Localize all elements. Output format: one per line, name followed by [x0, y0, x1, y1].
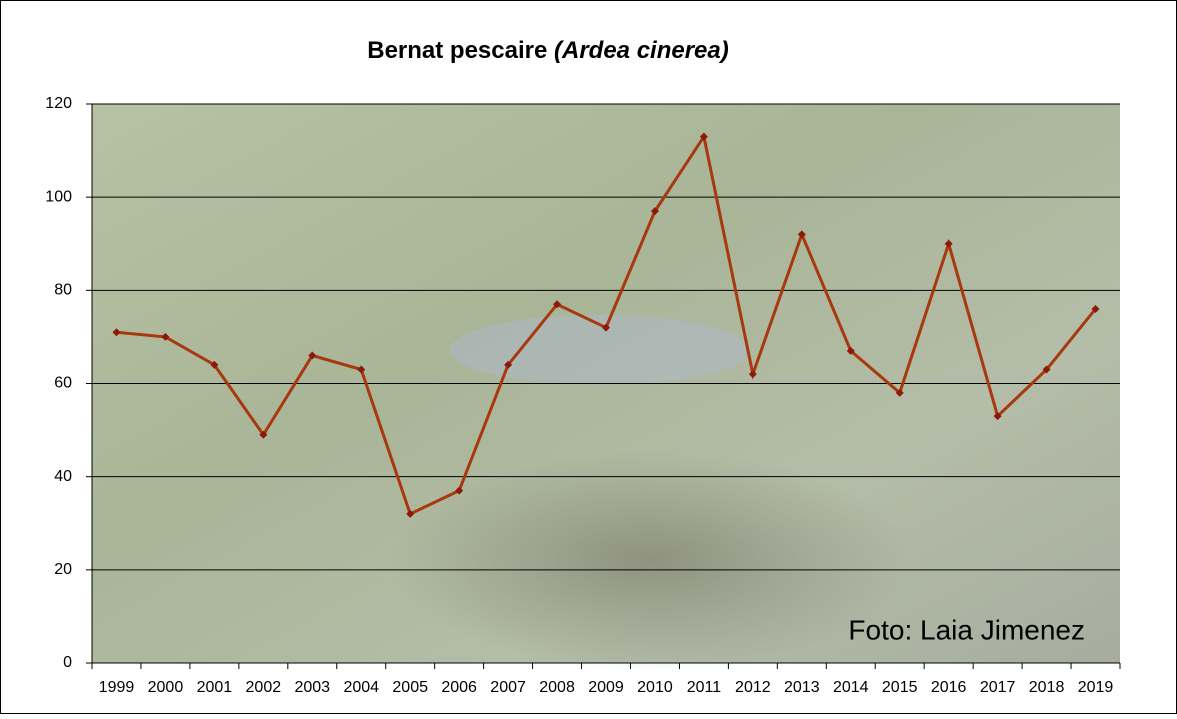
data-point [602, 323, 610, 332]
x-tick-label: 2003 [294, 679, 330, 696]
y-tick-label: 60 [54, 375, 72, 392]
y-tick-label: 100 [45, 188, 72, 205]
chart-title: Bernat pescaire (Ardea cinerea) [367, 37, 729, 64]
y-tick-label: 40 [54, 468, 72, 485]
data-point [944, 239, 953, 248]
y-tick-label: 0 [63, 654, 72, 671]
data-point [895, 388, 904, 397]
x-tick-label: 2008 [539, 679, 575, 696]
x-tick-label: 2000 [148, 679, 184, 696]
x-tick-label: 2019 [1078, 679, 1114, 696]
x-tick-label: 2006 [441, 679, 477, 696]
y-tick-label: 80 [54, 282, 72, 299]
x-tick-label: 2011 [687, 679, 722, 696]
x-tick-label: 2001 [197, 679, 233, 696]
y-tick-label: 20 [54, 561, 72, 578]
data-point [357, 365, 366, 374]
data-point [699, 132, 708, 141]
x-tick-label: 2017 [980, 679, 1016, 696]
x-tick-label: 2016 [931, 679, 967, 696]
data-point [455, 486, 464, 495]
data-point [748, 370, 757, 379]
data-point [993, 412, 1002, 421]
data-point [1042, 365, 1051, 374]
data-point [112, 328, 121, 337]
x-tick-label: 2004 [343, 679, 379, 696]
x-tick-label: 2014 [833, 679, 869, 696]
title-species: (Ardea cinerea) [554, 37, 729, 64]
y-tick-label: 120 [45, 95, 72, 112]
data-point [504, 360, 513, 369]
data-point [846, 346, 855, 355]
data-point [210, 360, 219, 369]
x-tick-label: 1999 [99, 679, 135, 696]
data-point [797, 230, 806, 239]
x-tick-label: 2018 [1029, 679, 1065, 696]
x-tick-label: 2015 [882, 679, 918, 696]
x-tick-label: 2013 [784, 679, 820, 696]
data-point [161, 332, 170, 341]
title-main: Bernat pescaire [367, 37, 547, 64]
data-point [553, 300, 562, 309]
x-tick-label: 2007 [490, 679, 526, 696]
data-point [259, 430, 268, 439]
x-tick-label: 2002 [246, 679, 282, 696]
photo-credit: Foto: Laia Jimenez [848, 614, 1085, 645]
photo-nest [390, 450, 910, 670]
photo-heron [450, 315, 750, 385]
x-tick-label: 2005 [392, 679, 428, 696]
x-tick-label: 2010 [637, 679, 673, 696]
x-tick-label: 2012 [735, 679, 771, 696]
data-point [406, 509, 415, 518]
data-point [1091, 304, 1100, 313]
x-tick-label: 2009 [588, 679, 624, 696]
data-point [650, 207, 659, 216]
data-point [308, 351, 317, 360]
